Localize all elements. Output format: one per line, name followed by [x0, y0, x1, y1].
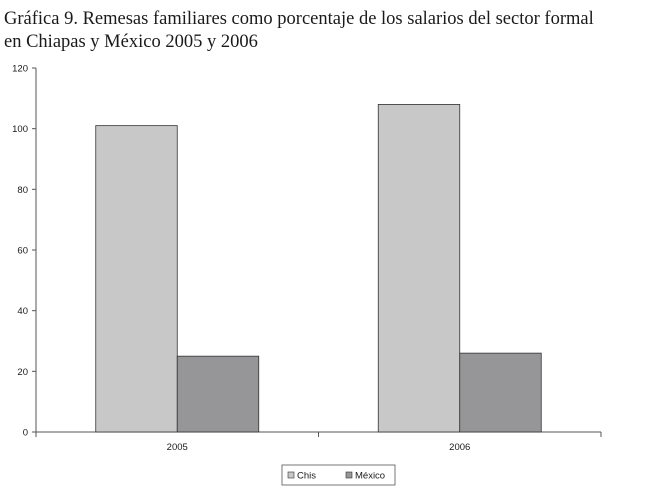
bar-m-xico-2006 [459, 352, 542, 433]
y-tick-label: 60 [17, 246, 28, 257]
x-tick-label: 2006 [449, 442, 470, 453]
chart-title-line-1: Gráfica 9. Remesas familiares como porce… [4, 9, 594, 29]
x-axis: 2005 2006 [35, 431, 602, 453]
legend: Chis México [281, 464, 396, 486]
chart-title: Gráfica 9. Remesas familiares como porce… [4, 8, 649, 54]
bar-chis-2005 [95, 125, 178, 433]
y-tick-label: 100 [12, 124, 28, 135]
bar-chis-2006 [377, 104, 461, 433]
y-tick-label: 120 [12, 64, 28, 75]
legend-label: México [355, 471, 385, 482]
legend-swatch [345, 471, 353, 479]
bar-m-xico-2005 [176, 355, 260, 433]
y-tick-label: 80 [17, 185, 28, 196]
y-tick-label: 20 [17, 367, 28, 378]
legend-label: Chis [297, 471, 316, 482]
legend-swatch [287, 471, 295, 479]
bars [95, 104, 542, 433]
y-axis: 0 20 40 60 80 100 120 [12, 64, 37, 439]
chart-title-line-2: en Chiapas y México 2005 y 2006 [4, 32, 258, 52]
legend-box [281, 464, 396, 486]
x-tick-label: 2005 [167, 442, 188, 453]
y-tick-label: 0 [23, 428, 28, 439]
y-tick-label: 40 [17, 306, 28, 317]
